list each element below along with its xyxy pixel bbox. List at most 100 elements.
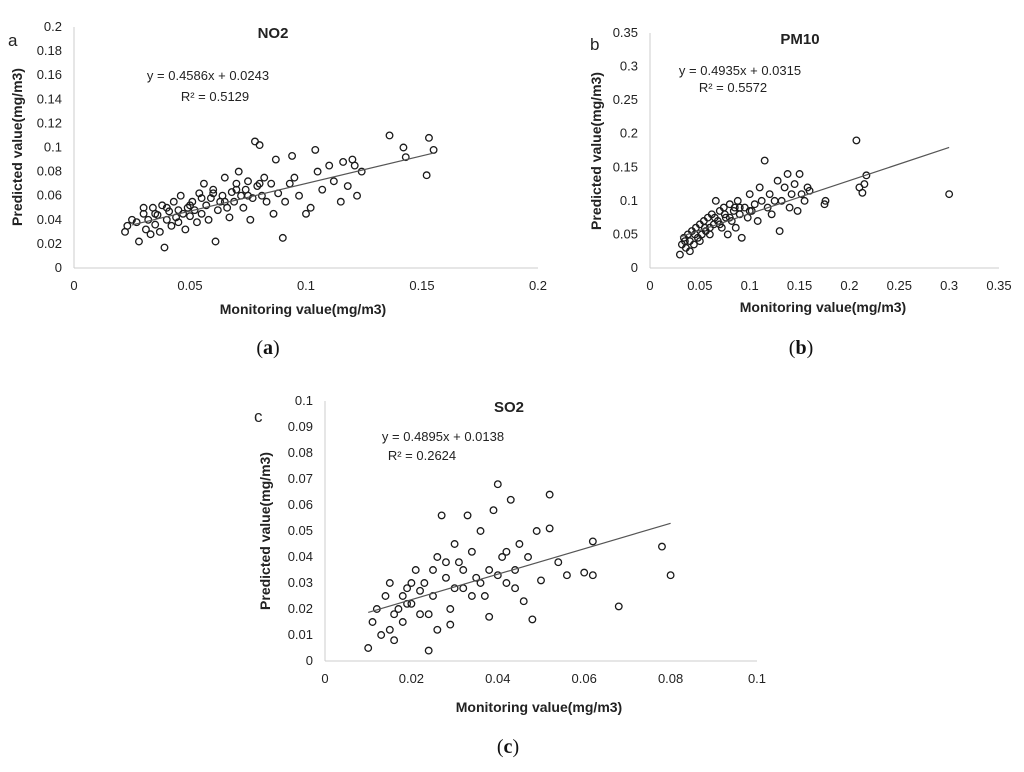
data-point: [524, 553, 532, 561]
y-tick-label: 0.08: [37, 164, 62, 179]
data-point: [425, 133, 433, 142]
data-point: [202, 201, 211, 210]
data-point: [262, 197, 271, 206]
y-tick-label: 0.05: [613, 226, 638, 241]
data-point: [403, 584, 412, 593]
data-point: [146, 230, 155, 239]
chart-panel-a: 0 0.02 0.04 0.06 0.08 0.1 0.12 0.14 0.16 0.18 0.2 0…: [8, 19, 547, 359]
data-point: [302, 209, 310, 218]
data-point: [711, 196, 720, 205]
data-point: [580, 568, 589, 577]
x-tick-label: 0.02: [399, 671, 424, 686]
data-point: [511, 584, 520, 593]
regression-equation: y = 0.4586x + 0.0243: [147, 68, 269, 83]
y-tick-label: 0.25: [613, 92, 638, 107]
data-point: [336, 197, 345, 206]
data-point: [132, 218, 141, 227]
data-point: [407, 599, 416, 608]
data-point: [502, 579, 511, 587]
data-point: [220, 173, 229, 182]
data-point: [730, 203, 739, 212]
data-point: [429, 566, 437, 574]
data-point: [790, 180, 799, 189]
data-point: [562, 571, 571, 580]
data-point: [945, 190, 954, 199]
x-tick-label: 0.15: [409, 278, 434, 293]
y-tick-label: 0.35: [613, 25, 638, 40]
data-point: [729, 206, 738, 215]
y-tick-label: 0.06: [288, 497, 313, 512]
x-tick-label: 0.05: [687, 278, 712, 293]
data-point: [498, 553, 507, 561]
data-point: [420, 579, 429, 587]
y-tick-label: 0.08: [288, 445, 313, 460]
data-point: [755, 183, 764, 192]
x-tick-label: 0.35: [986, 278, 1011, 293]
data-point: [614, 602, 623, 611]
data-point: [343, 182, 352, 191]
chart-panel-c: 0 0.01 0.02 0.03 0.04 0.05 0.06 0.07 0.08 0.09 0.1…: [254, 393, 766, 758]
data-point: [780, 183, 789, 192]
x-axis-label: Monitoring value(mg/m3): [740, 299, 906, 315]
data-point: [467, 592, 476, 600]
y-tick-label: 0.16: [37, 67, 62, 82]
x-axis-label: Monitoring value(mg/m3): [456, 699, 622, 715]
data-point: [381, 592, 390, 600]
r-squared: R² = 0.2624: [388, 448, 456, 463]
data-point: [394, 605, 403, 613]
y-tick-label: 0.12: [37, 115, 62, 130]
data-point: [685, 247, 694, 256]
data-point: [398, 592, 407, 600]
x-tick-label: 0.05: [177, 278, 202, 293]
data-point: [195, 189, 204, 198]
y-tick-label: 0.2: [620, 126, 638, 141]
chart-title: NO2: [258, 25, 289, 42]
data-point: [493, 480, 502, 489]
data-point: [695, 237, 704, 246]
data-points: [675, 136, 954, 259]
data-point: [385, 625, 394, 634]
data-point: [476, 527, 485, 535]
data-point: [750, 200, 759, 209]
data-point: [554, 558, 563, 567]
regression-equation: y = 0.4895x + 0.0138: [382, 429, 504, 444]
y-tick-label: 0.02: [37, 236, 62, 251]
data-point: [385, 131, 394, 140]
y-tick-label: 0: [631, 260, 638, 275]
data-point: [429, 145, 438, 154]
data-point: [433, 553, 442, 561]
panel-letter: c: [254, 407, 263, 426]
data-point: [141, 225, 150, 234]
data-point: [197, 194, 206, 203]
data-point: [158, 201, 167, 210]
data-point: [411, 566, 420, 574]
data-point: [151, 209, 160, 218]
data-point: [162, 203, 171, 212]
data-point: [260, 173, 269, 182]
y-tick-label: 0: [306, 653, 313, 668]
data-point: [765, 190, 774, 199]
y-tick-label: 0.1: [295, 393, 313, 408]
data-point: [281, 197, 290, 206]
x-tick-label: 0.1: [297, 278, 315, 293]
data-point: [239, 203, 248, 212]
data-point: [255, 141, 264, 150]
data-point: [390, 636, 399, 645]
data-point: [181, 225, 190, 234]
y-tick-label: 0.18: [37, 43, 62, 58]
data-point: [174, 206, 183, 215]
caption-letter: a: [263, 337, 273, 359]
data-point: [225, 213, 234, 222]
data-point: [689, 240, 698, 249]
data-point: [785, 203, 794, 212]
data-point: [306, 203, 315, 212]
data-point: [311, 145, 320, 154]
data-point: [248, 194, 257, 203]
data-point: [204, 215, 213, 224]
data-point: [128, 215, 136, 224]
data-point: [169, 197, 178, 206]
data-point: [705, 230, 714, 239]
x-tick-label: 0.1: [741, 278, 759, 293]
x-tick-label: 0: [321, 671, 328, 686]
data-point: [860, 180, 869, 189]
